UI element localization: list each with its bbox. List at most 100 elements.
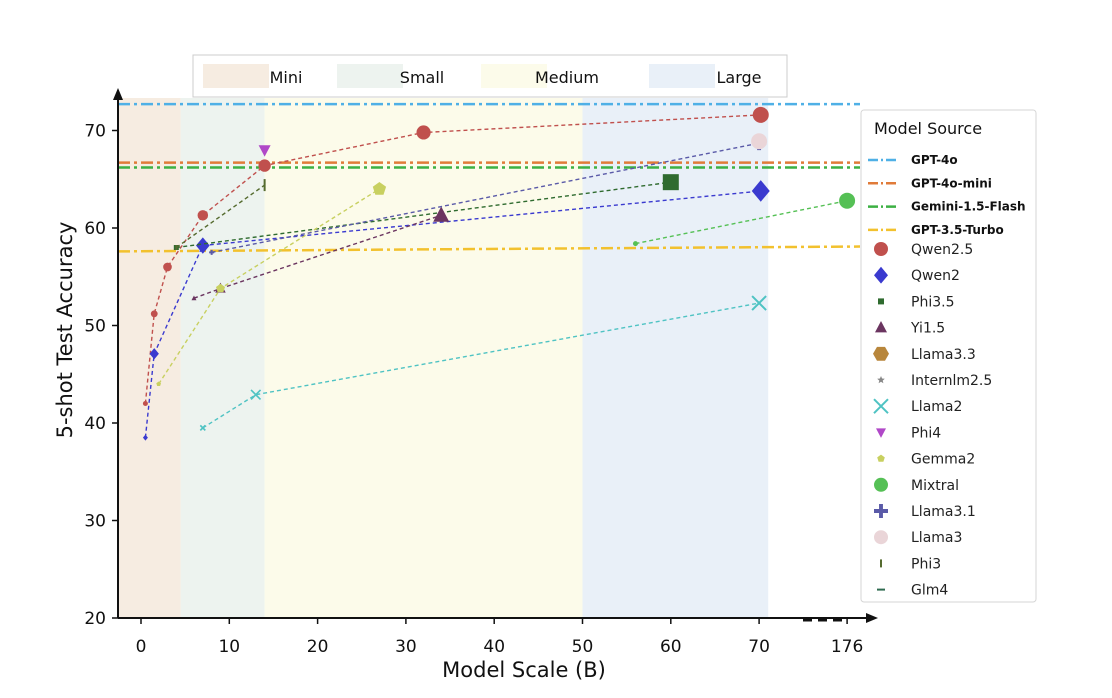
- legend-marker: [877, 454, 885, 462]
- x-tick-label: 50: [572, 637, 594, 657]
- legend-marker: [877, 376, 885, 384]
- legend-label: Llama2: [911, 399, 962, 415]
- legend-label: Phi3: [911, 556, 941, 572]
- data-point-qwen2-5: [163, 262, 172, 272]
- x-axis-label: Model Scale (B): [442, 658, 606, 682]
- x-tick-label: 30: [395, 637, 417, 657]
- data-point-qwen2: [149, 348, 159, 360]
- legend-marker: [876, 428, 886, 438]
- band-legend-label: Small: [400, 68, 444, 87]
- data-point-qwen2-5: [752, 106, 769, 123]
- data-point-qwen2: [142, 434, 148, 441]
- data-point-gemma2: [216, 283, 225, 293]
- y-tick-label: 70: [84, 122, 106, 142]
- x-tick-label: 40: [483, 637, 505, 657]
- data-point-mixtral: [632, 241, 638, 247]
- legend-marker: [873, 398, 889, 414]
- data-point-qwen2-5: [150, 310, 158, 318]
- legend-label: Llama3.1: [911, 504, 976, 520]
- series-phi3: [175, 179, 266, 250]
- legend-label: GPT-3.5-Turbo: [911, 223, 1004, 237]
- data-point-qwen2-5: [142, 401, 148, 406]
- band-legend-swatch: [337, 64, 403, 88]
- legend-label: Qwen2: [911, 268, 960, 284]
- series-llama3: [751, 133, 768, 150]
- legend-label: Mixtral: [911, 478, 959, 494]
- band-legend-swatch: [649, 64, 715, 88]
- series-line-phi3-5: [176, 181, 671, 249]
- data-point-llama2: [751, 295, 767, 311]
- data-point-llama2: [199, 424, 206, 431]
- legend-marker: [874, 266, 888, 284]
- series-layer: [142, 106, 856, 441]
- x-tick-label: 10: [218, 637, 240, 657]
- data-point-llama3-1: [209, 249, 215, 255]
- band-legend-label: Medium: [535, 68, 599, 87]
- band-legend: Mini Small Medium Large: [192, 54, 788, 98]
- y-tick-label: 50: [84, 317, 106, 337]
- reference-lines: [117, 102, 861, 253]
- legend-marker: [875, 321, 887, 333]
- series-qwen2: [142, 180, 770, 441]
- axes: 0 10 20 30 40 50 60 70 176 20 30 40 50 60 70 Model Sc…: [53, 88, 878, 682]
- band-legend-swatch: [203, 64, 269, 88]
- band-legend-swatch: [481, 64, 547, 88]
- hline-gpt-3-5-turbo: [117, 245, 861, 253]
- series-line-mixtral: [635, 200, 848, 245]
- y-tick-label: 30: [84, 512, 106, 532]
- y-axis-arrow: [113, 88, 123, 100]
- data-point-qwen2-5: [416, 125, 431, 140]
- legend-label: Llama3: [911, 530, 962, 546]
- legend-label: Gemini-1.5-Flash: [911, 200, 1026, 214]
- data-point-qwen2: [751, 180, 770, 202]
- series-line-qwen2: [144, 190, 761, 438]
- data-point-qwen2: [195, 237, 210, 254]
- data-point-llama3: [751, 133, 768, 150]
- band-medium: [264, 98, 583, 618]
- legend-label: Glm4: [911, 583, 948, 599]
- legend-marker: [878, 298, 884, 305]
- data-point-phi4: [258, 145, 271, 157]
- data-point-gemma2: [156, 381, 161, 386]
- legend-label: Yi1.5: [910, 321, 945, 337]
- y-ticks: 20 30 40 50 60 70: [84, 122, 118, 629]
- legend: Model Source GPT-4o GPT-4o-mini Gemini-1.5…: [860, 109, 1037, 603]
- legend-marker: [874, 477, 888, 492]
- legend-title: Model Source: [874, 119, 982, 138]
- y-axis-label: 5-shot Test Accuracy: [53, 222, 77, 439]
- x-tick-label: 20: [307, 637, 329, 657]
- legend-label: GPT-4o: [911, 153, 958, 167]
- data-point-qwen2-5: [197, 210, 209, 221]
- band-legend-label: Mini: [270, 68, 303, 87]
- data-point-phi3-5: [662, 174, 679, 191]
- legend-marker: [873, 346, 889, 361]
- y-tick-label: 40: [84, 414, 106, 434]
- x-tick-label: 60: [660, 637, 682, 657]
- series-phi4: [258, 145, 271, 157]
- series-line-llama3-1: [211, 142, 760, 254]
- band-small: [180, 98, 265, 618]
- data-point-qwen2-5: [258, 159, 271, 172]
- y-tick-label: 60: [84, 219, 106, 239]
- x-axis-arrow: [866, 613, 878, 623]
- y-tick-label: 20: [84, 609, 106, 629]
- data-point-gemma2: [372, 182, 387, 195]
- band-legend-label: Large: [716, 68, 761, 87]
- data-point-mixtral: [839, 192, 856, 209]
- x-tick-label: 70: [748, 637, 770, 657]
- series-qwen2-5: [142, 106, 769, 406]
- x-tick-label: 0: [136, 637, 147, 657]
- legend-frame: [860, 109, 1037, 603]
- legend-label: Phi3.5: [911, 294, 954, 310]
- legend-marker: [874, 504, 888, 518]
- data-point-yi1-5: [433, 206, 450, 222]
- x-tick-label: 176: [831, 637, 863, 657]
- legend-marker: [874, 242, 888, 256]
- legend-label: Llama3.3: [911, 347, 976, 363]
- legend-marker: [874, 530, 888, 545]
- series-mixtral: [632, 192, 856, 247]
- series-gemma2: [156, 182, 387, 386]
- legend-label: Phi4: [911, 425, 941, 441]
- data-point-yi1-5: [191, 295, 197, 301]
